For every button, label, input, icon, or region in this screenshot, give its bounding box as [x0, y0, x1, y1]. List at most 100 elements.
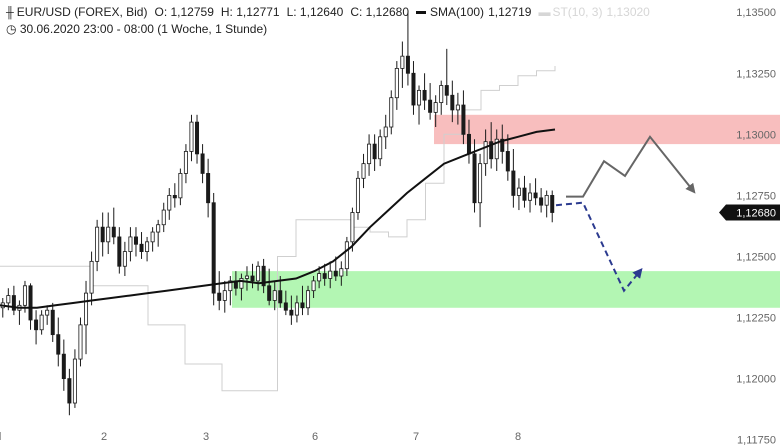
candle-body: [117, 236, 122, 267]
candle-body: [206, 173, 211, 204]
candle-body: [505, 151, 510, 172]
candle-body: [455, 104, 460, 111]
st-value: 1,13020: [606, 5, 650, 19]
candle-body: [22, 285, 27, 306]
last-price-label: 1,12680: [736, 208, 776, 220]
sma-line: [0, 128, 556, 309]
bullish-scenario-arrow: [566, 135, 696, 198]
candle-body: [367, 143, 372, 165]
x-tick-label: 6: [312, 431, 318, 443]
close-value: C: 1,12680: [350, 5, 410, 19]
candle-body: [405, 55, 410, 74]
candle-body: [45, 309, 50, 316]
candle-body: [339, 268, 344, 277]
candle-body: [128, 236, 133, 252]
candle-body: [161, 209, 166, 226]
y-tick-label: 1,12500: [736, 251, 776, 263]
candle-body: [550, 195, 555, 213]
candle-body: [145, 241, 150, 252]
candle-body: [383, 126, 388, 138]
x-tick-label: 2: [101, 431, 107, 443]
candle-body: [389, 97, 394, 128]
bearish-scenario-arrow: [555, 201, 643, 293]
candle-body: [106, 226, 111, 243]
candle-body: [300, 302, 305, 309]
candle-body: [522, 187, 527, 201]
candle-body: [39, 314, 44, 331]
st-label: ST(10, 3): [552, 5, 603, 19]
candle-body: [355, 177, 360, 213]
chart-header: ╫ EUR/USD (FOREX, Bid) O: 1,12759 H: 1,1277…: [6, 5, 657, 20]
chart-subheader: ◷ 30.06.2020 23:00 - 08:00 (1 Woche, 1 S…: [6, 22, 267, 36]
candle-body: [261, 265, 266, 287]
date-range: 30.06.2020 23:00 - 08:00: [19, 22, 154, 36]
candle-body: [272, 290, 277, 301]
candle-body: [156, 224, 161, 233]
candles-layer: [0, 12, 555, 416]
candle-body: [294, 302, 299, 316]
candle-body: [139, 243, 144, 252]
y-tick-label: 1,12750: [736, 190, 776, 202]
candle-body: [34, 319, 39, 331]
high-value: H: 1,12771: [220, 5, 280, 19]
candle-body: [283, 302, 288, 311]
open-value: O: 1,12759: [154, 5, 214, 19]
candle-body: [89, 260, 94, 294]
candle-body: [328, 270, 333, 279]
candle-body: [528, 192, 533, 201]
candle-body: [378, 136, 383, 160]
candle-body: [67, 378, 72, 404]
candle-body: [511, 170, 516, 196]
st-legend-key: ▬: [538, 5, 551, 19]
candle-body: [50, 309, 55, 336]
candle-body: [56, 334, 61, 355]
candle-body: [6, 295, 11, 304]
candle-body: [411, 72, 416, 106]
sma-legend-key: [416, 11, 427, 15]
candle-body: [222, 290, 227, 301]
supertrend-path: [0, 66, 556, 392]
candle-body: [278, 290, 283, 304]
candle-body: [95, 226, 100, 262]
candle-body: [289, 309, 294, 316]
candle-body: [372, 143, 377, 160]
candle-body: [472, 153, 477, 204]
candle-body: [183, 151, 188, 174]
bar-chart-icon: ╫: [6, 7, 14, 19]
candle-body: [61, 353, 66, 380]
candle-body: [461, 104, 466, 135]
candle-body: [361, 163, 366, 179]
candle-body: [189, 121, 194, 152]
candle-body: [211, 202, 216, 294]
sma-label: SMA(100): [430, 5, 485, 19]
candle-body: [178, 173, 183, 199]
candle-body: [150, 231, 155, 243]
sma-value: 1,12719: [488, 5, 532, 19]
candle-body: [516, 187, 521, 196]
candle-body: [311, 280, 316, 292]
candle-body: [267, 285, 272, 301]
candle-body: [428, 99, 433, 113]
x-tick-label: 8: [515, 431, 521, 443]
candle-body: [478, 163, 483, 204]
candle-body: [422, 89, 427, 101]
x-tick-label: 3: [203, 431, 209, 443]
candle-body: [172, 195, 177, 199]
candle-body: [350, 212, 355, 243]
candle-body: [111, 226, 116, 238]
candle-body: [433, 102, 438, 113]
supertrend-line: [0, 66, 556, 392]
x-tick-label: 7: [413, 431, 419, 443]
candle-body: [322, 273, 327, 279]
x-axis: ul 2 3 6 7 8: [0, 431, 521, 443]
candle-body: [217, 292, 222, 301]
candle-body: [500, 138, 505, 152]
last-price-tag: 1,12680: [719, 204, 780, 221]
candle-body: [439, 85, 444, 103]
y-tick-label: 1,13500: [736, 7, 776, 19]
sma-polyline: [0, 128, 556, 309]
candle-body: [28, 285, 33, 321]
candle-body: [244, 275, 249, 279]
y-tick-label: 1,11750: [737, 435, 776, 447]
